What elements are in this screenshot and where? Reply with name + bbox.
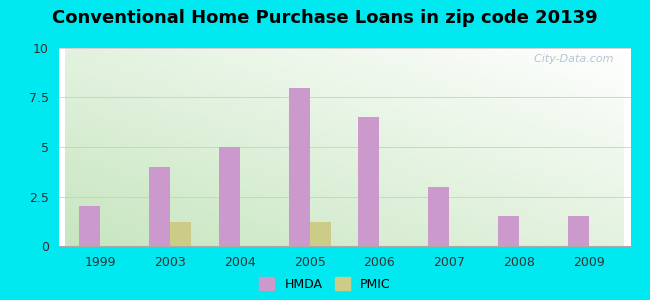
Legend: HMDA, PMIC: HMDA, PMIC <box>259 277 391 291</box>
Bar <box>428 187 449 246</box>
Text: City-Data.com: City-Data.com <box>527 54 614 64</box>
Bar <box>309 222 331 246</box>
Text: Conventional Home Purchase Loans in zip code 20139: Conventional Home Purchase Loans in zip … <box>52 9 598 27</box>
Bar <box>498 216 519 246</box>
Bar <box>79 206 100 246</box>
Bar <box>150 167 170 246</box>
Bar <box>358 117 380 246</box>
Bar <box>289 88 309 246</box>
Bar <box>567 216 589 246</box>
Bar <box>170 222 191 246</box>
Bar <box>219 147 240 246</box>
